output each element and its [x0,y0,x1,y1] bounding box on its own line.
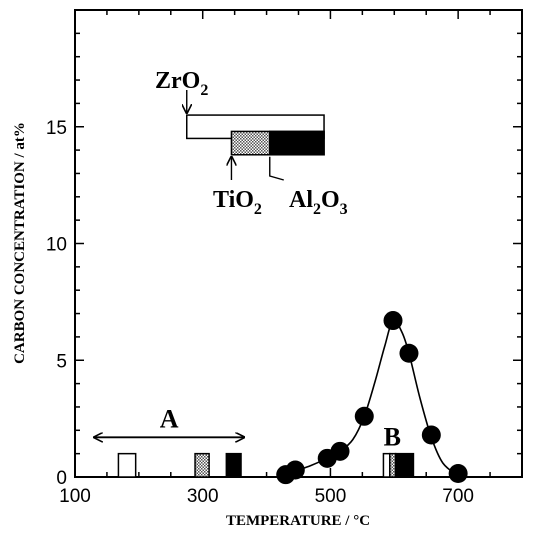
al2o3-bar [394,452,415,478]
x-tick-label: 100 [59,486,91,507]
material-bars [117,114,415,478]
zro2-bar [382,452,391,478]
data-point [285,460,305,480]
data-point [330,441,350,461]
y-tick-labels: 0 5 10 15 [46,118,67,489]
y-axis-title: CARBON CONCENTRATION / at% [12,122,28,364]
tio2-bar [389,452,397,478]
region-b-label: B [384,422,401,451]
al2o3-bar [269,130,325,156]
fit-curve [285,319,459,477]
data-point [421,425,441,445]
x-tick-label: 500 [315,486,347,507]
x-tick-label: 300 [187,486,219,507]
x-axis-title: TEMPERATURE / °C [226,513,370,529]
fitted-curve [285,319,459,477]
y-tick-label: 15 [46,118,67,139]
y-tick-label: 10 [46,235,67,256]
tio2-label: TiO2 [213,187,262,218]
zro2-label: ZrO2 [155,68,208,99]
al2o3-pointer [269,156,284,181]
annotations: ZrO2 TiO2 Al2O3 A B [94,68,401,451]
data-point [399,343,419,363]
x-tick-label: 700 [442,486,474,507]
al2o3-label: Al2O3 [289,187,348,218]
axis-ticks [74,9,523,478]
x-tick-labels: 100 300 500 700 [59,486,474,507]
data-point [383,311,403,331]
data-point [448,463,468,483]
plot-frame [74,9,523,478]
tio2-bar [194,452,210,478]
region-a-label: A [160,404,179,433]
zro2-bar [117,452,137,478]
data-point [354,406,374,426]
al2o3-bar [225,452,242,478]
y-tick-label: 5 [56,351,67,372]
y-tick-label: 0 [56,468,67,489]
data-points [276,311,468,485]
